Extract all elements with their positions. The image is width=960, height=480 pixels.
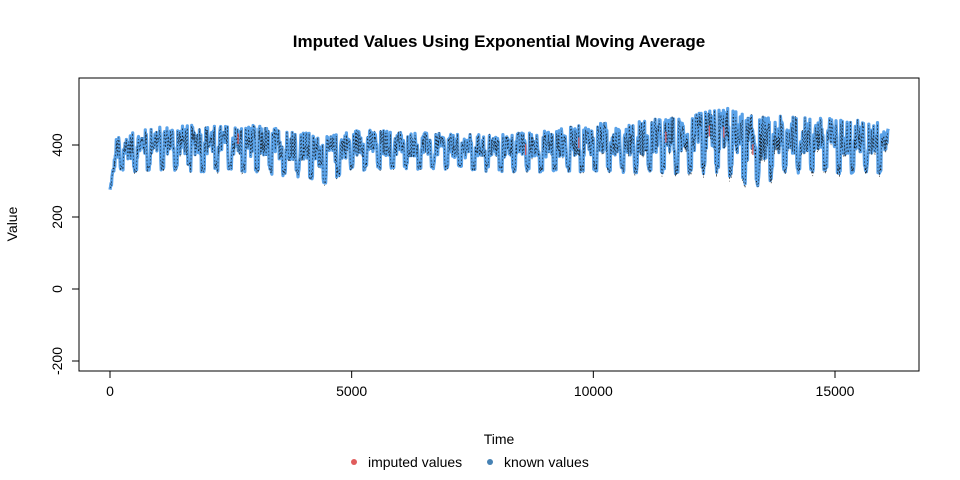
y-tick-label: 200 (49, 205, 65, 229)
y-tick-label: -200 (49, 347, 65, 375)
series-known-values (108, 106, 890, 190)
x-tick-label: 5000 (336, 383, 367, 399)
x-axis: 0 5000 10000 15000 (106, 370, 855, 399)
y-tick-label: 0 (49, 285, 65, 293)
y-tick-label: 400 (49, 133, 65, 157)
x-axis-label: Time (484, 431, 515, 447)
data-layer (108, 106, 890, 190)
x-tick-label: 10000 (574, 383, 613, 399)
legend-label-known: known values (504, 454, 589, 470)
x-tick-label: 15000 (816, 383, 855, 399)
y-axis: -200 0 200 400 (49, 133, 80, 375)
y-axis-label: Value (4, 206, 20, 241)
series-known-values-overlay (109, 110, 889, 189)
legend-label-imputed: imputed values (368, 454, 462, 470)
chart-title: Imputed Values Using Exponential Moving … (293, 32, 706, 51)
legend-marker-known (487, 459, 493, 465)
series-imputed-values (237, 125, 754, 156)
x-tick-label: 0 (106, 383, 114, 399)
legend-marker-imputed (351, 459, 357, 465)
legend: imputed values known values (351, 454, 589, 470)
